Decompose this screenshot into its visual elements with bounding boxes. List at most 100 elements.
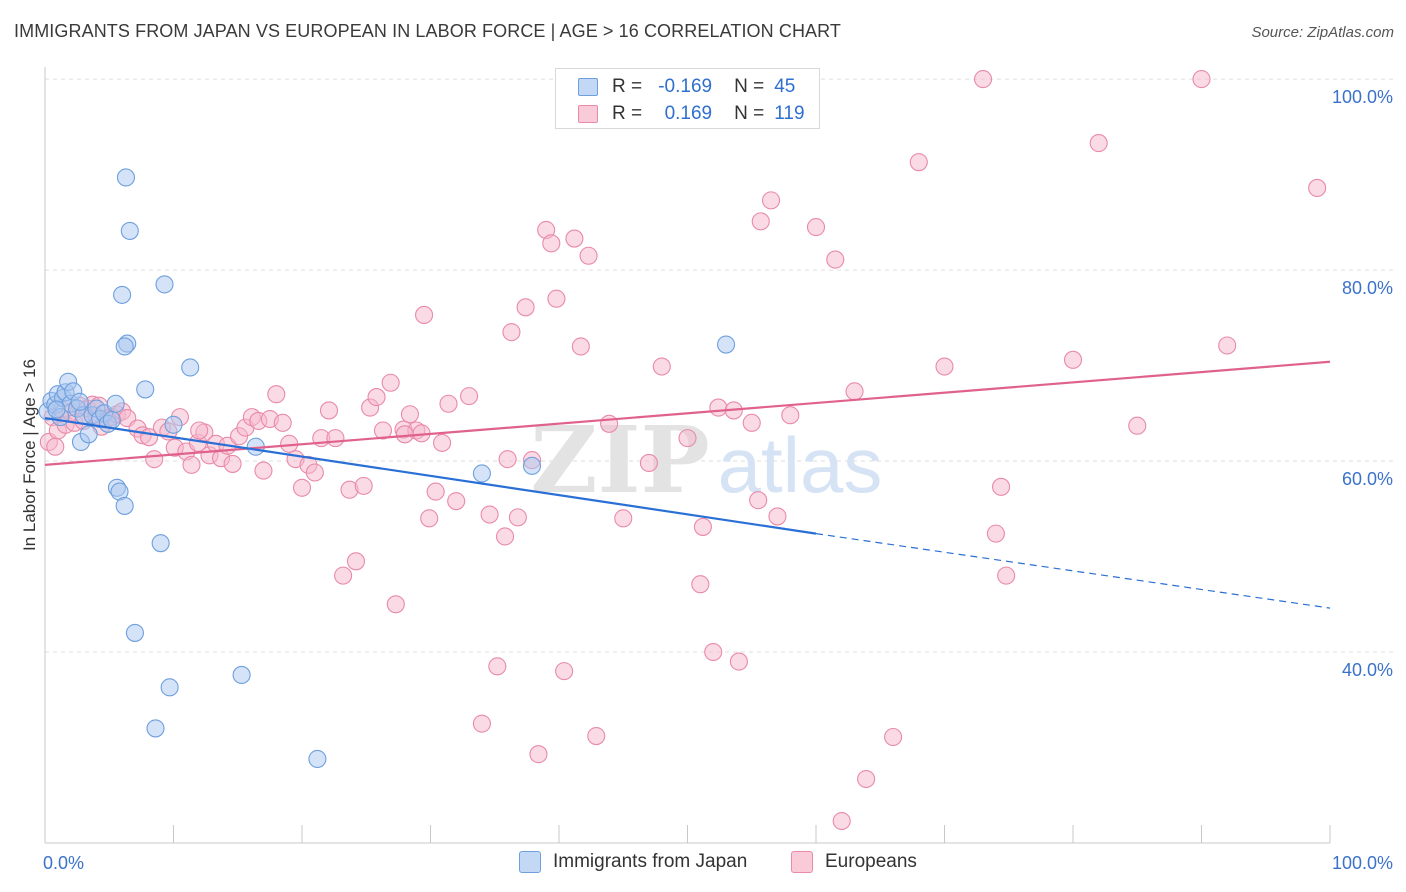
japan-point [79, 425, 98, 444]
europe-point [691, 575, 710, 594]
japan-point [106, 394, 125, 413]
stats-legend: R = -0.169 N = 45 R = 0.169 N = 119 [555, 68, 820, 129]
europe-trend-line [44, 360, 1331, 466]
europe-point [973, 70, 993, 89]
japan-point [472, 464, 491, 483]
europe-point [678, 429, 697, 448]
legend-europe-r: 0.169 [664, 103, 713, 124]
europe-point [190, 421, 209, 440]
europe-point [254, 461, 273, 480]
japan-point [151, 534, 170, 553]
bottom-europe-label: Europeans [825, 851, 917, 872]
europe-point [997, 566, 1016, 585]
bottom-japan-label: Immigrants from Japan [553, 851, 748, 872]
europe-point [991, 477, 1011, 496]
europe-point [704, 642, 723, 662]
points-layer [38, 70, 1327, 831]
europe-swatch [578, 105, 598, 123]
europe-point [529, 745, 548, 764]
japan-point [232, 665, 251, 684]
europe-point [400, 405, 419, 424]
europe-point [502, 323, 521, 342]
japan-point [125, 623, 144, 642]
japan-trend-extension [815, 533, 1331, 609]
japan-point [113, 285, 132, 304]
europe-point [182, 455, 201, 474]
europe-point [542, 234, 561, 253]
europe-point [614, 509, 633, 528]
europe-point [1192, 70, 1211, 89]
japan-point [136, 380, 155, 399]
europe-point [439, 394, 458, 413]
europe-point [781, 406, 800, 425]
japan-point [102, 410, 121, 430]
europe-point [326, 429, 345, 448]
y-tick-label: 60.0% [1342, 469, 1393, 489]
x-tick-label: 100.0% [1332, 853, 1393, 873]
y-axis-label: In Labor Force | Age > 16 [20, 358, 39, 552]
europe-point [845, 382, 864, 401]
europe-point [587, 727, 606, 746]
europe-point [884, 727, 903, 747]
y-tick-label: 80.0% [1342, 278, 1393, 298]
europe-point [516, 298, 535, 317]
europe-point [742, 413, 761, 432]
japan-point [115, 337, 134, 356]
chart-source: Source: ZipAtlas.com [1251, 24, 1394, 41]
europe-point [1308, 178, 1327, 198]
europe-point [693, 517, 712, 536]
bottom-japan-swatch [519, 851, 541, 873]
europe-point [346, 552, 366, 571]
europe-point [832, 811, 851, 831]
europe-point [1089, 134, 1108, 153]
chart-title: IMMIGRANTS FROM JAPAN VS EUROPEAN IN LAB… [14, 21, 842, 41]
europe-point [729, 652, 748, 671]
europe-point [857, 769, 876, 789]
europe-point [751, 212, 770, 231]
europe-point [319, 401, 339, 420]
japan-point [716, 335, 736, 354]
legend-europe-n: 119 [774, 103, 805, 124]
europe-point [426, 482, 445, 501]
japan-trend-line [44, 416, 817, 535]
europe-point [480, 505, 499, 524]
grid-layer [45, 78, 1395, 653]
europe-point [639, 453, 659, 473]
japan-point [70, 392, 89, 411]
europe-point [447, 492, 466, 511]
europe-point [386, 595, 405, 614]
bottom-legend-japan: Immigrants from Japan [519, 851, 747, 873]
legend-r-label: R = [612, 103, 643, 124]
legend-row-europe: R = 0.169 N = 119 [578, 101, 805, 127]
legend-japan-r: -0.169 [658, 76, 713, 97]
legend-japan-n: 45 [774, 76, 796, 97]
legend-r-label: R = [612, 76, 643, 97]
europe-point [709, 398, 728, 417]
legend-n-label: N = [734, 76, 765, 97]
europe-point [565, 229, 584, 248]
japan-point [116, 168, 136, 187]
europe-point [334, 566, 353, 585]
japan-point [47, 400, 66, 419]
europe-point [749, 491, 768, 510]
europe-point [652, 357, 671, 376]
europe-point [273, 413, 292, 432]
watermark-zip: ZIP [530, 406, 709, 514]
europe-point [826, 250, 845, 269]
europe-point [555, 662, 574, 681]
legend-row-japan: R = -0.169 N = 45 [578, 74, 795, 100]
japan-point [115, 496, 134, 515]
europe-point [1063, 350, 1083, 369]
europe-point [495, 527, 515, 546]
japan-point [308, 749, 327, 769]
japan-point [522, 456, 542, 475]
europe-point [986, 524, 1005, 543]
europe-point [579, 246, 598, 265]
europe-point [761, 191, 781, 210]
europe-point [498, 450, 517, 469]
bottom-legend-europe: Europeans [791, 851, 917, 873]
tick-label-layer: 40.0% 60.0% 80.0% 100.0% 0.0% 100.0% [43, 87, 1393, 873]
trend-layer [44, 360, 1331, 609]
europe-point [46, 437, 65, 456]
europe-point [600, 414, 619, 433]
